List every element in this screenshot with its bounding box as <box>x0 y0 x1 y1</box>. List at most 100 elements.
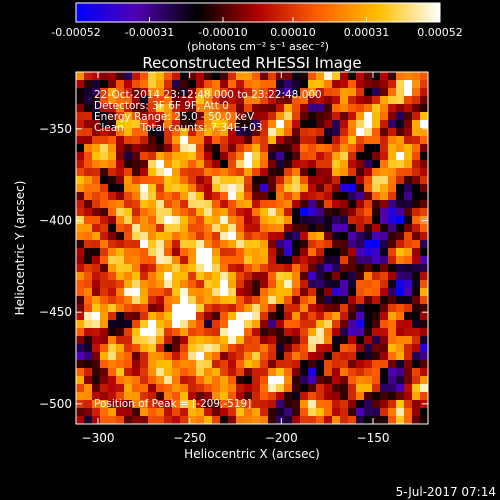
heatmap-cell <box>196 184 205 193</box>
heatmap-cell <box>220 320 229 329</box>
heatmap-cell <box>284 416 293 424</box>
heatmap-cell <box>420 296 428 305</box>
heatmap-cell <box>108 368 117 377</box>
heatmap-cell <box>196 72 205 81</box>
heatmap-cell <box>84 160 93 169</box>
heatmap-cell <box>420 288 428 297</box>
heatmap-cell <box>364 192 373 201</box>
heatmap-cell <box>180 328 189 337</box>
heatmap-cell <box>412 408 421 417</box>
heatmap-cell <box>188 392 197 401</box>
heatmap-cell <box>324 144 333 153</box>
heatmap-cell <box>420 280 428 289</box>
heatmap-cell <box>164 328 173 337</box>
heatmap-cell <box>164 376 173 385</box>
heatmap-cell <box>340 88 349 97</box>
colorbar-tick-label: 0.00031 <box>344 26 390 39</box>
heatmap-cell <box>268 288 277 297</box>
heatmap-cell <box>268 344 277 353</box>
heatmap-cell <box>236 96 245 105</box>
heatmap-cell <box>372 144 381 153</box>
heatmap-cell <box>100 128 109 137</box>
heatmap-cell <box>316 360 325 369</box>
heatmap-cell <box>204 88 213 97</box>
heatmap-cell <box>108 264 117 273</box>
heatmap-cell <box>276 176 285 185</box>
heatmap-cell <box>228 224 237 233</box>
heatmap-cell <box>404 128 413 137</box>
heatmap-cell <box>228 96 237 105</box>
heatmap-cell <box>372 136 381 145</box>
heatmap-cell <box>300 184 309 193</box>
heatmap-cell <box>132 400 141 409</box>
heatmap-cell <box>276 112 285 121</box>
heatmap-cell <box>116 128 125 137</box>
heatmap-cell <box>244 392 253 401</box>
heatmap-cell <box>396 320 405 329</box>
heatmap-cell <box>92 272 101 281</box>
heatmap-cell <box>180 352 189 361</box>
heatmap-cell <box>260 304 269 313</box>
heatmap-cell <box>316 408 325 417</box>
heatmap-cell <box>388 376 397 385</box>
heatmap-cell <box>84 120 93 129</box>
heatmap-cell <box>308 264 317 273</box>
heatmap-cell <box>268 192 277 201</box>
heatmap-cell <box>388 256 397 265</box>
heatmap-cell <box>220 288 229 297</box>
heatmap-cell <box>316 152 325 161</box>
heatmap-cell <box>372 312 381 321</box>
heatmap-cell <box>300 176 309 185</box>
heatmap-cell <box>380 344 389 353</box>
heatmap-cell <box>308 408 317 417</box>
heatmap-cell <box>124 360 133 369</box>
heatmap-cell <box>188 384 197 393</box>
heatmap-cell <box>396 72 405 81</box>
heatmap-cell <box>364 320 373 329</box>
heatmap-cell <box>300 392 309 401</box>
heatmap-cell <box>76 144 85 153</box>
heatmap-cell <box>348 184 357 193</box>
heatmap-cell <box>412 160 421 169</box>
heatmap-cell <box>244 312 253 321</box>
heatmap-cell <box>196 232 205 241</box>
heatmap-cell <box>284 392 293 401</box>
heatmap-cell <box>268 248 277 257</box>
heatmap-cell <box>148 280 157 289</box>
heatmap-cell <box>220 392 229 401</box>
heatmap-cell <box>172 80 181 89</box>
heatmap-cell <box>388 224 397 233</box>
heatmap-cell <box>308 256 317 265</box>
heatmap-cell <box>132 304 141 313</box>
heatmap-cell <box>244 376 253 385</box>
heatmap-cell <box>380 256 389 265</box>
heatmap-cell <box>324 192 333 201</box>
heatmap-cell <box>100 240 109 249</box>
heatmap-cell <box>228 320 237 329</box>
heatmap-cell <box>252 152 261 161</box>
heatmap-cell <box>220 280 229 289</box>
heatmap-cell <box>420 232 428 241</box>
heatmap-cell <box>404 344 413 353</box>
heatmap-cell <box>124 304 133 313</box>
heatmap-cell <box>100 288 109 297</box>
heatmap-cell <box>228 200 237 209</box>
heatmap-cell <box>180 400 189 409</box>
heatmap-cell <box>124 256 133 265</box>
heatmap-cell <box>372 400 381 409</box>
heatmap-cell <box>244 360 253 369</box>
heatmap-cell <box>420 208 428 217</box>
heatmap-cell <box>380 288 389 297</box>
heatmap-cell <box>324 112 333 121</box>
heatmap-cell <box>364 168 373 177</box>
heatmap-cell <box>308 184 317 193</box>
heatmap-cell <box>420 304 428 313</box>
heatmap-cell <box>204 344 213 353</box>
heatmap-cell <box>116 232 125 241</box>
heatmap-cell <box>324 216 333 225</box>
heatmap-cell <box>156 120 165 129</box>
heatmap-cell <box>100 272 109 281</box>
heatmap-cell <box>84 80 93 89</box>
heatmap-cell <box>236 416 245 424</box>
heatmap-cell <box>76 208 85 217</box>
